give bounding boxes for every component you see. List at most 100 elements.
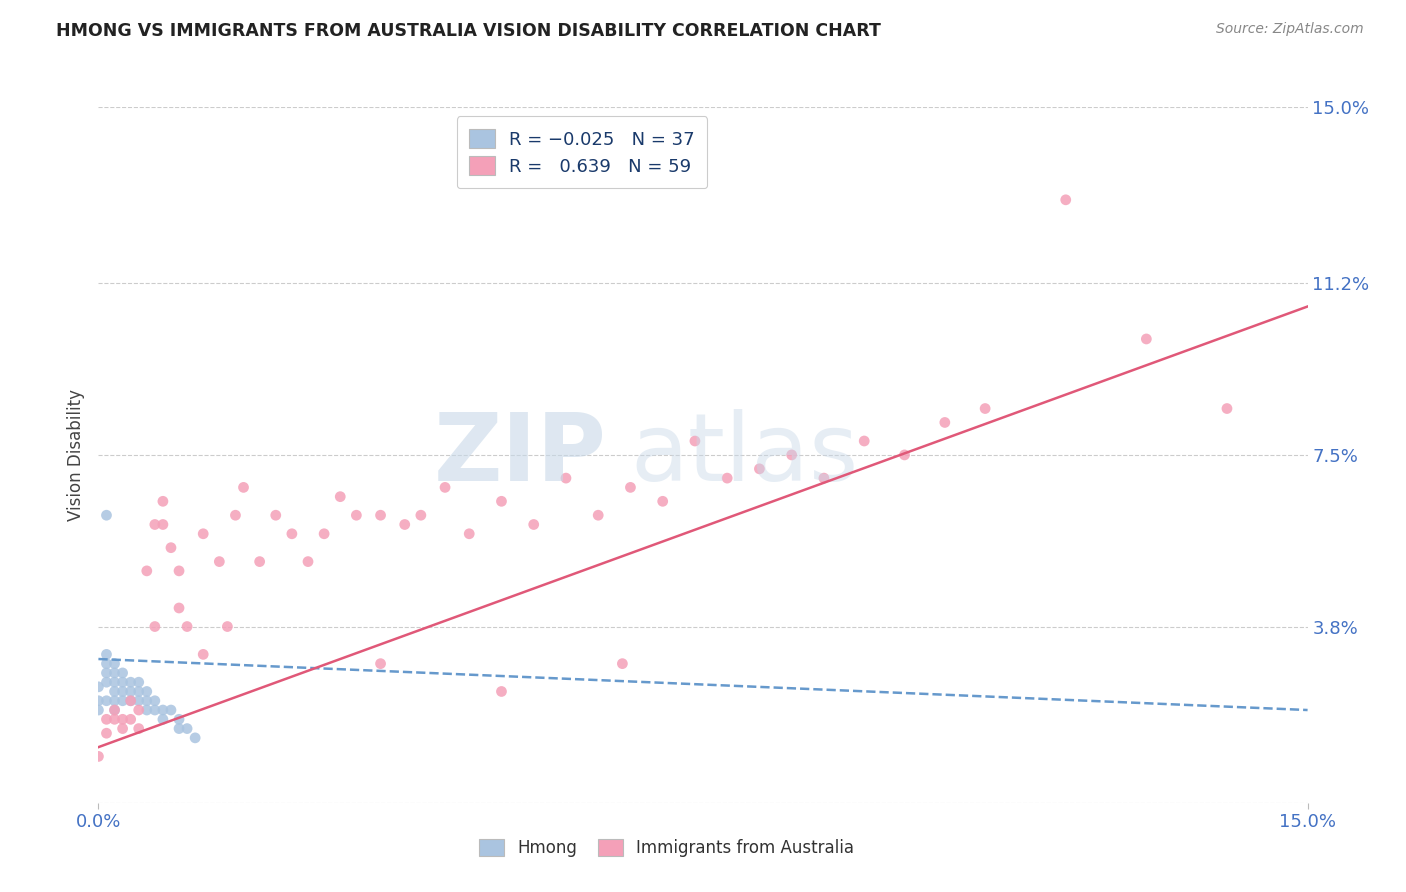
Point — [176, 722, 198, 736]
Y-axis label: Vision Disability: Vision Disability — [66, 389, 84, 521]
Point — [111, 712, 134, 726]
Point — [96, 665, 118, 680]
Point — [167, 564, 190, 578]
Point — [96, 648, 118, 662]
Point — [152, 712, 174, 726]
Point — [193, 526, 215, 541]
Point — [160, 703, 183, 717]
Point — [96, 675, 118, 690]
Point — [555, 471, 578, 485]
Point — [893, 448, 915, 462]
Point — [264, 508, 287, 523]
Point — [176, 619, 198, 633]
Point — [491, 684, 513, 698]
Point — [103, 684, 125, 698]
Point — [748, 462, 770, 476]
Point — [152, 517, 174, 532]
Point — [249, 555, 271, 569]
Text: Source: ZipAtlas.com: Source: ZipAtlas.com — [1216, 22, 1364, 37]
Point — [934, 416, 956, 430]
Point — [716, 471, 738, 485]
Point — [344, 508, 367, 523]
Point — [128, 722, 150, 736]
Point — [103, 665, 125, 680]
Legend: Hmong, Immigrants from Australia: Hmong, Immigrants from Australia — [472, 832, 860, 864]
Point — [314, 526, 336, 541]
Point — [128, 703, 150, 717]
Point — [974, 401, 997, 416]
Point — [1216, 401, 1239, 416]
Point — [96, 726, 118, 740]
Point — [103, 712, 125, 726]
Point — [111, 694, 134, 708]
Text: atlas: atlas — [630, 409, 859, 501]
Point — [434, 480, 457, 494]
Point — [813, 471, 835, 485]
Point — [120, 675, 142, 690]
Point — [152, 494, 174, 508]
Point — [370, 657, 392, 671]
Point — [651, 494, 673, 508]
Point — [1054, 193, 1077, 207]
Point — [184, 731, 207, 745]
Point — [120, 712, 142, 726]
Point — [111, 684, 134, 698]
Point — [128, 684, 150, 698]
Point — [329, 490, 352, 504]
Point — [619, 480, 641, 494]
Point — [193, 648, 215, 662]
Point — [853, 434, 876, 448]
Point — [96, 657, 118, 671]
Point — [111, 675, 134, 690]
Point — [409, 508, 432, 523]
Point — [135, 564, 157, 578]
Text: HMONG VS IMMIGRANTS FROM AUSTRALIA VISION DISABILITY CORRELATION CHART: HMONG VS IMMIGRANTS FROM AUSTRALIA VISIO… — [56, 22, 882, 40]
Point — [1135, 332, 1157, 346]
Point — [120, 694, 142, 708]
Point — [208, 555, 231, 569]
Point — [167, 601, 190, 615]
Point — [458, 526, 481, 541]
Point — [96, 712, 118, 726]
Point — [128, 694, 150, 708]
Point — [167, 712, 190, 726]
Point — [135, 694, 157, 708]
Point — [232, 480, 254, 494]
Point — [120, 694, 142, 708]
Point — [103, 694, 125, 708]
Point — [217, 619, 239, 633]
Point — [111, 665, 134, 680]
Point — [143, 703, 166, 717]
Point — [683, 434, 706, 448]
Point — [143, 619, 166, 633]
Point — [96, 508, 118, 523]
Point — [281, 526, 304, 541]
Point — [523, 517, 546, 532]
Point — [394, 517, 416, 532]
Point — [103, 703, 125, 717]
Point — [87, 749, 110, 764]
Point — [135, 684, 157, 698]
Point — [780, 448, 803, 462]
Point — [586, 508, 609, 523]
Point — [370, 508, 392, 523]
Point — [103, 703, 125, 717]
Point — [87, 680, 110, 694]
Point — [103, 657, 125, 671]
Point — [96, 694, 118, 708]
Text: ZIP: ZIP — [433, 409, 606, 501]
Point — [160, 541, 183, 555]
Point — [128, 675, 150, 690]
Point — [491, 494, 513, 508]
Point — [143, 694, 166, 708]
Point — [111, 722, 134, 736]
Point — [152, 703, 174, 717]
Point — [103, 675, 125, 690]
Point — [135, 703, 157, 717]
Point — [87, 694, 110, 708]
Point — [612, 657, 634, 671]
Point — [167, 722, 190, 736]
Point — [143, 517, 166, 532]
Point — [87, 703, 110, 717]
Point — [120, 684, 142, 698]
